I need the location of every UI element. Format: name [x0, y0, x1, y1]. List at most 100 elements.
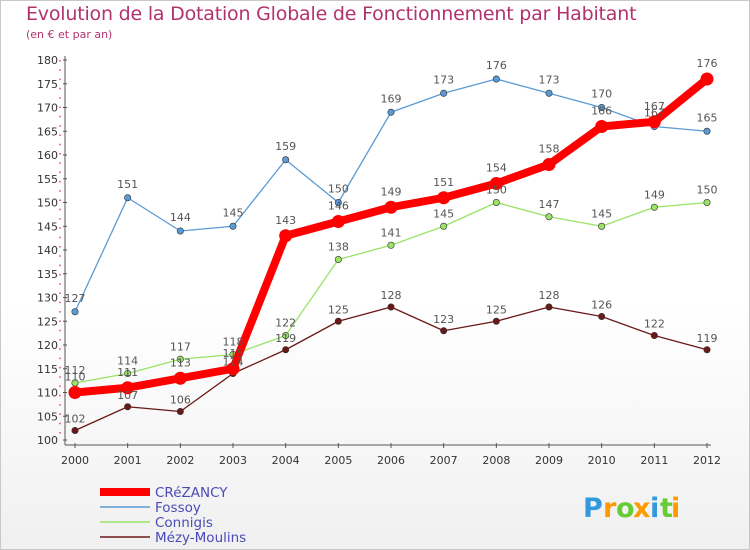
data-label: 158: [539, 143, 560, 156]
data-point: [176, 355, 184, 363]
data-label: 122: [275, 317, 296, 330]
data-label: 111: [117, 366, 138, 379]
data-point: [282, 331, 290, 339]
data-label: 110: [65, 371, 86, 384]
data-label: 146: [328, 200, 349, 213]
y-tick-label: 165: [37, 125, 58, 138]
series-lines: [68, 72, 714, 434]
data-point: [440, 89, 448, 97]
data-point: [703, 127, 711, 135]
data-label: 173: [539, 73, 560, 86]
data-point: [545, 303, 553, 311]
data-point: [124, 403, 132, 411]
data-point: [545, 89, 553, 97]
data-label: 106: [170, 394, 191, 407]
data-label: 125: [328, 303, 349, 316]
data-point: [598, 222, 606, 230]
data-point: [492, 317, 500, 325]
data-point: [226, 362, 240, 376]
data-point: [542, 158, 556, 171]
x-tick-label: 2010: [588, 454, 616, 467]
logo-letter: o: [616, 493, 635, 524]
data-point: [387, 108, 395, 116]
x-tick-label: 2003: [219, 454, 247, 467]
legend-label: CRéZANCY: [155, 485, 228, 501]
data-label: 128: [381, 289, 402, 302]
x-tick-label: 2011: [640, 454, 668, 467]
data-point: [437, 191, 451, 205]
x-tick-label: 2009: [535, 454, 563, 467]
data-label: 150: [328, 183, 349, 196]
data-point: [598, 312, 606, 320]
data-point: [384, 200, 398, 214]
data-label: 151: [433, 176, 454, 189]
logo-letter: x: [633, 493, 650, 524]
y-tick-label: 110: [37, 387, 58, 400]
data-point: [124, 194, 132, 202]
data-point: [282, 346, 290, 354]
legend-label: Fossoy: [155, 500, 201, 516]
y-tick-label: 155: [37, 173, 58, 186]
y-tick-label: 105: [37, 410, 58, 423]
data-point: [229, 222, 237, 230]
data-label: 150: [486, 184, 507, 197]
data-label: 147: [539, 198, 560, 211]
data-point: [650, 331, 658, 339]
data-label: 115: [223, 347, 244, 360]
data-point: [598, 104, 606, 112]
logo-letter: t: [660, 493, 673, 524]
data-point: [700, 72, 714, 86]
data-label: 127: [65, 292, 86, 305]
data-label: 166: [591, 105, 612, 118]
legend-label: Mézy-Moulins: [155, 530, 246, 546]
data-label: 138: [328, 241, 349, 254]
data-point: [703, 346, 711, 354]
data-point: [545, 213, 553, 221]
y-tick-label: 115: [37, 363, 58, 376]
data-point: [387, 241, 395, 249]
data-point: [176, 407, 184, 415]
data-label: 113: [170, 356, 191, 369]
data-label: 114: [117, 355, 138, 368]
data-label: 149: [381, 185, 402, 198]
data-point: [124, 369, 132, 377]
data-label: 151: [117, 178, 138, 191]
data-point: [595, 120, 609, 133]
x-tick-label: 2000: [61, 454, 89, 467]
chart-subtitle: (en € et par an): [26, 28, 113, 41]
y-tick-label: 130: [37, 292, 58, 305]
y-tick-label: 100: [37, 434, 58, 447]
data-point: [331, 215, 345, 228]
data-label: 145: [433, 207, 454, 220]
data-label: 176: [697, 57, 718, 70]
data-point: [71, 308, 79, 316]
axes: 100 105 110 115 120 125 130 135 140 145 150 155 160 1…: [37, 54, 721, 467]
x-tick-label: 2001: [114, 454, 142, 467]
x-tick-label: 2006: [377, 454, 405, 467]
data-label: 144: [170, 211, 191, 224]
data-point: [334, 199, 342, 207]
data-point: [173, 371, 187, 385]
data-label: 150: [697, 184, 718, 197]
y-tick-label: 175: [37, 78, 58, 91]
x-tick-label: 2004: [272, 454, 300, 467]
data-label: 126: [591, 299, 612, 312]
data-point: [492, 199, 500, 207]
y-tick-label: 150: [37, 197, 58, 210]
data-label: 167: [644, 107, 665, 120]
data-point: [492, 75, 500, 83]
data-point: [279, 229, 293, 243]
logo-letter: r: [603, 493, 617, 524]
data-label: 167: [644, 100, 665, 113]
y-tick-label: 180: [37, 54, 58, 67]
data-point: [121, 381, 135, 395]
data-labels: 127 151 144 145 159 150 169 173 176 173 170 167 165 1…: [65, 57, 718, 426]
data-label: 169: [381, 92, 402, 105]
data-label: 123: [433, 313, 454, 326]
x-tick-label: 2007: [430, 454, 458, 467]
data-label: 149: [644, 188, 665, 201]
